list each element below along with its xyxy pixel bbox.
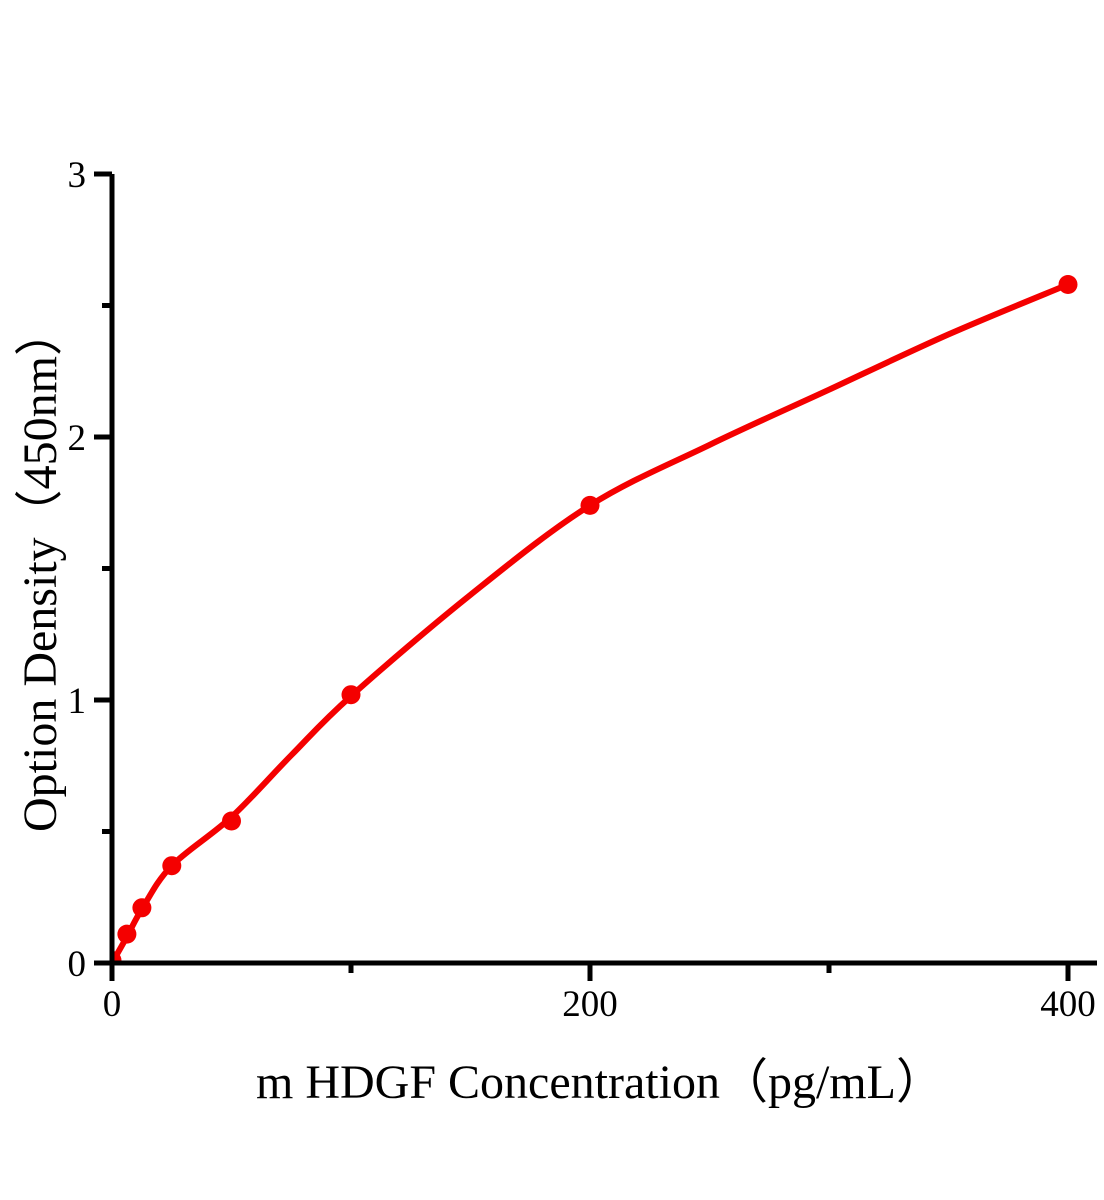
tick-labels: 0 1 2 3 0 200 400 <box>68 155 1096 1025</box>
x-axis-title: m HDGF Concentration（pg/mL） <box>256 1056 944 1109</box>
x-tick-label: 200 <box>562 984 618 1025</box>
y-tick-label: 3 <box>68 155 87 196</box>
data-point <box>132 898 152 918</box>
data-point <box>222 811 241 831</box>
axes <box>94 171 1097 981</box>
data-point <box>1058 275 1078 294</box>
fit-curve-line <box>112 281 1071 964</box>
data-point <box>341 685 361 705</box>
data-point <box>117 924 137 944</box>
y-tick-label: 2 <box>68 418 87 459</box>
data-point <box>580 495 600 515</box>
y-tick-label: 0 <box>68 944 87 985</box>
y-axis-title: Option Density（450nm） <box>14 308 67 832</box>
data-point <box>162 856 182 876</box>
data-points <box>112 275 1078 964</box>
x-tick-label: 400 <box>1040 984 1096 1025</box>
y-tick-label: 1 <box>68 681 87 722</box>
series-layer <box>112 275 1078 964</box>
x-tick-label: 0 <box>103 984 122 1025</box>
